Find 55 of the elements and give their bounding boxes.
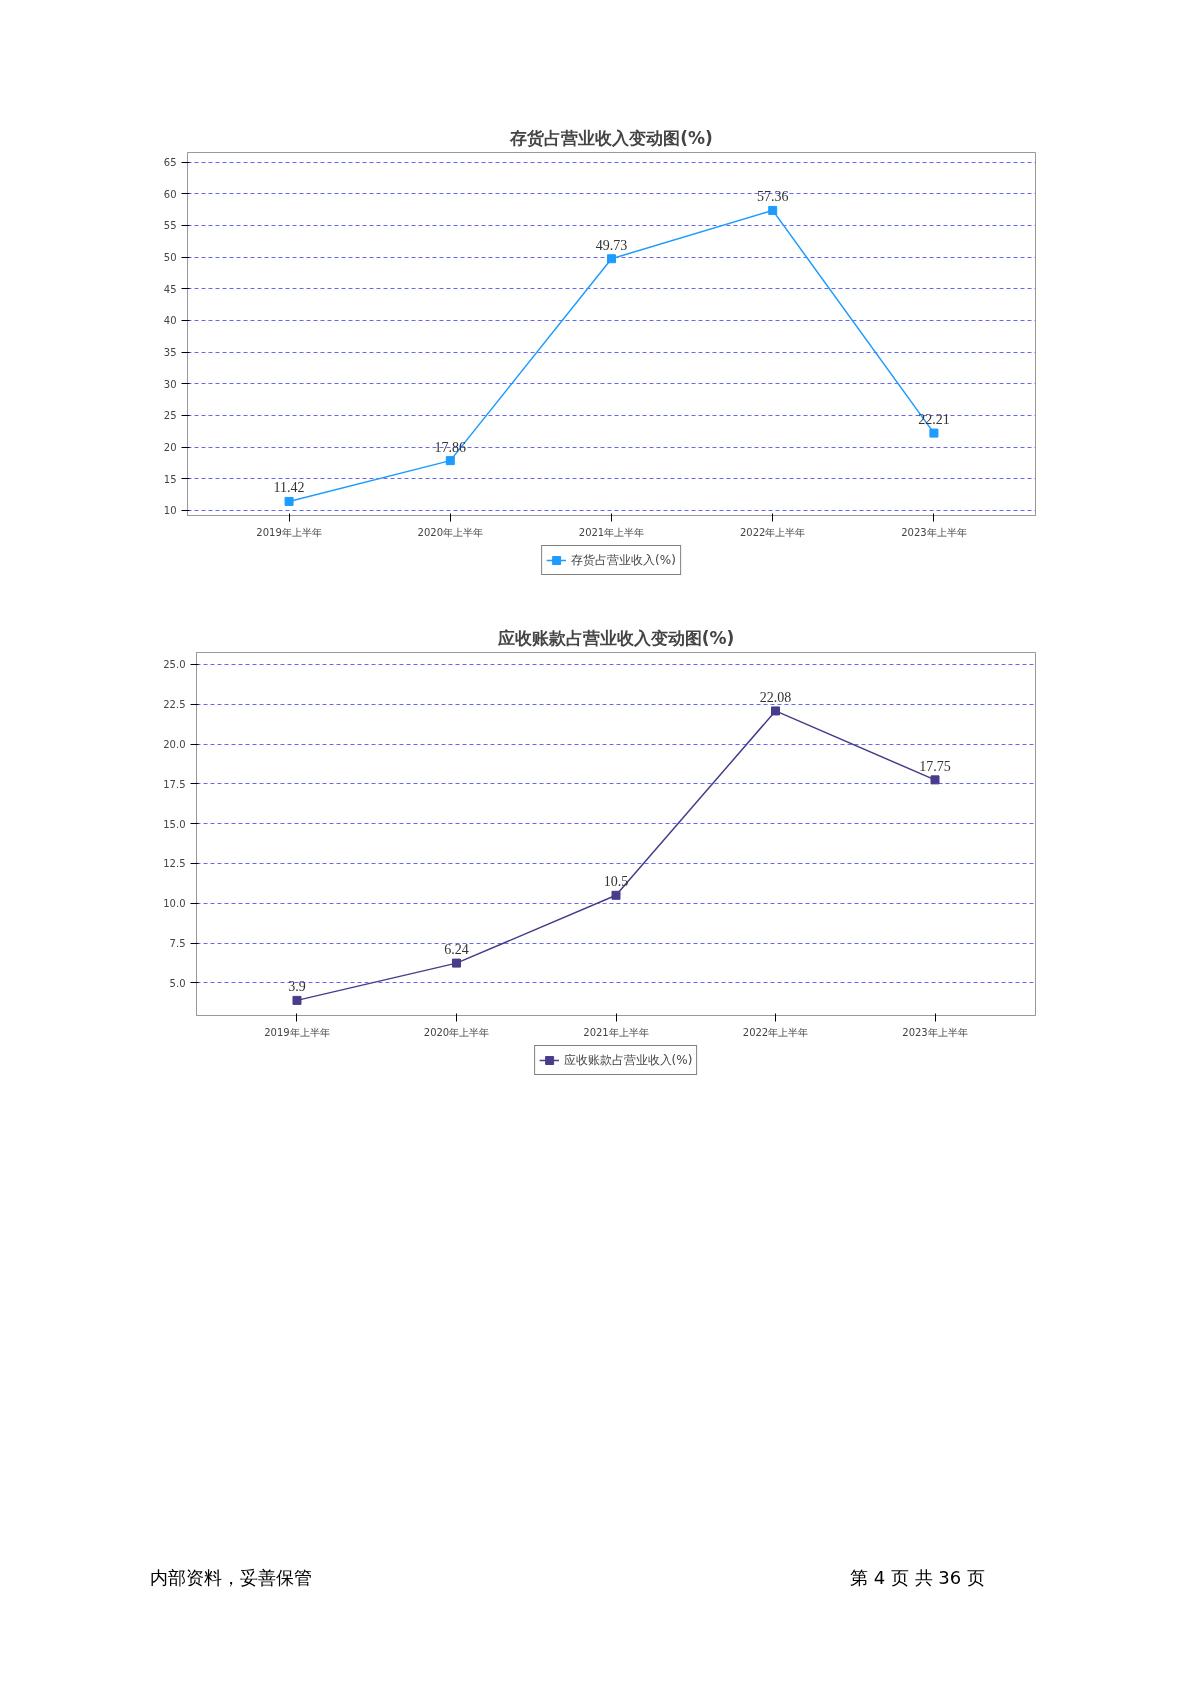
y-tick-label: 22.5 — [163, 699, 186, 711]
y-tick-label: 65 — [163, 157, 177, 168]
point — [768, 205, 778, 215]
y-tick-label: 25.0 — [163, 659, 186, 671]
data-label: 6.24 — [444, 942, 469, 958]
point — [451, 958, 461, 968]
x-tick-label: 2022年上半年 — [739, 526, 806, 538]
x-tick-label: 2022年上半年 — [742, 1026, 809, 1038]
point — [611, 890, 621, 900]
legend-label: 存货占营业收入(%) — [571, 551, 676, 569]
chart-title: 应收账款占营业收入变动图(%) — [496, 627, 735, 648]
y-tick-label: 30 — [163, 378, 177, 390]
text: 第 4 页 共 36 页 — [850, 1566, 985, 1590]
x-tick-label: 2020年上半年 — [417, 526, 484, 538]
y-tick-label: 55 — [163, 220, 177, 232]
x-tick-label: 2021年上半年 — [578, 526, 645, 538]
y-tick-label: 20 — [163, 442, 177, 454]
y-tick-label: 50 — [163, 252, 177, 264]
point — [292, 995, 302, 1005]
text: 内部资料，妥善保管 — [150, 1566, 312, 1590]
point — [284, 496, 294, 506]
y-tick-label: 35 — [163, 347, 177, 359]
x-tick-label: 2019年上半年 — [256, 526, 322, 538]
x-tick-label: 2023年上半年 — [902, 1026, 968, 1038]
y-tick-label: 25 — [163, 410, 177, 422]
point — [930, 775, 940, 785]
data-label: 22.08 — [759, 689, 792, 705]
data-label: 11.42 — [273, 480, 305, 496]
point — [445, 456, 455, 466]
point — [771, 706, 781, 716]
y-tick-label: 45 — [163, 283, 177, 295]
y-tick-label: 10 — [163, 505, 177, 517]
y-tick-label: 15 — [163, 473, 177, 485]
data-label: 49.73 — [595, 237, 628, 253]
data-label: 10.5 — [603, 874, 629, 890]
data-label: 57.36 — [756, 189, 789, 205]
data-label: 3.9 — [288, 979, 306, 995]
x-tick-label: 2019年上半年 — [264, 1026, 330, 1038]
y-tick-label: 5.0 — [169, 977, 186, 989]
y-tick-label: 15.0 — [163, 818, 186, 830]
x-tick-label: 2021年上半年 — [583, 1026, 649, 1038]
legend-label: 应收账款占营业收入(%) — [563, 1051, 693, 1069]
y-tick-label: 12.5 — [163, 858, 186, 870]
x-tick-label: 2023年上半年 — [901, 526, 967, 538]
point — [929, 428, 939, 438]
y-tick-label: 10.0 — [163, 898, 186, 910]
chart-title: 存货占营业收入变动图(%) — [509, 127, 713, 148]
x-tick-label: 2020年上半年 — [423, 1026, 490, 1038]
y-tick-label: 7.5 — [169, 938, 186, 950]
y-tick-label: 40 — [163, 315, 177, 327]
data-label: 17.75 — [919, 758, 951, 774]
point — [607, 254, 616, 264]
y-tick-label: 60 — [163, 188, 177, 200]
y-tick-label: 17.5 — [163, 778, 186, 790]
y-tick-label: 20.0 — [163, 739, 186, 751]
